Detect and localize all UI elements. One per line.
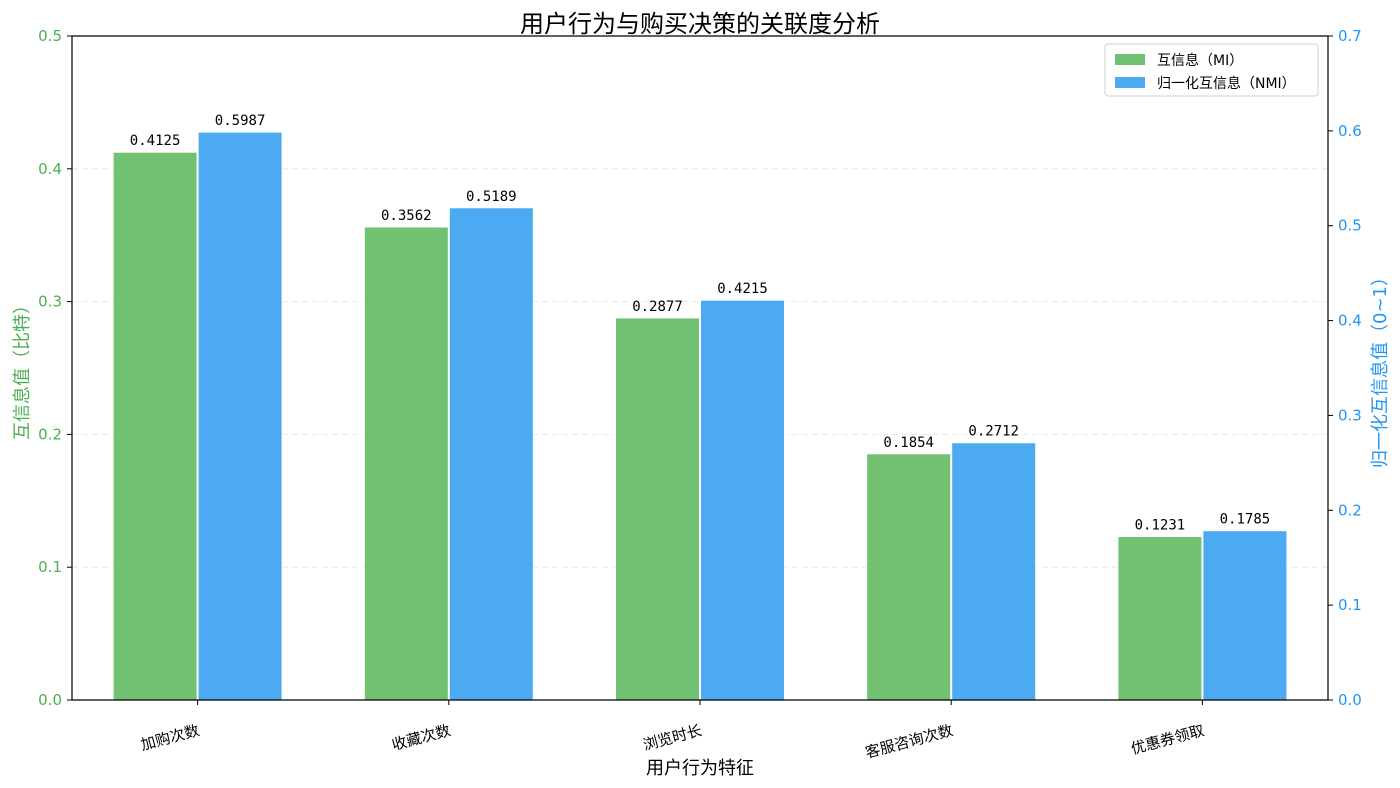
bar-mi (363, 226, 449, 701)
y-left-tick-label: 0.0 (38, 691, 62, 709)
bar-value-label: 0.5987 (215, 113, 266, 129)
y-left-tick-label: 0.5 (38, 27, 62, 45)
bar-value-label: 0.3562 (381, 208, 432, 224)
legend-label: 归一化互信息（NMI） (1157, 75, 1296, 92)
bar-nmi (197, 131, 283, 701)
y-right-tick-label: 0.7 (1338, 27, 1362, 45)
y-left-tick-label: 0.2 (38, 425, 62, 443)
bar-nmi (700, 299, 785, 701)
y-right-tick-label: 0.5 (1338, 217, 1362, 235)
legend-swatch (1115, 54, 1145, 65)
legend-swatch (1115, 77, 1145, 88)
bar-mi (1117, 536, 1203, 701)
y-right-tick-label: 0.2 (1338, 501, 1362, 519)
bar-nmi (951, 442, 1037, 701)
y-left-tick-label: 0.3 (38, 293, 62, 311)
x-tick-label: 浏览时长 (641, 721, 704, 754)
x-tick-label: 客服咨询次数 (863, 721, 955, 762)
x-tick-label: 加购次数 (139, 721, 202, 754)
bar-mi (615, 317, 700, 701)
bar-value-label: 0.1854 (883, 435, 934, 451)
y-right-tick-label: 0.3 (1338, 406, 1362, 424)
y-right-tick-label: 0.4 (1338, 312, 1362, 330)
bar-nmi (1202, 530, 1288, 701)
bar-mi (112, 151, 198, 701)
x-axis-title: 用户行为特征 (646, 758, 754, 779)
bar-value-label: 0.5189 (466, 189, 517, 205)
bar-mi (866, 453, 952, 701)
y-axis-left-title: 互信息值（比特） (12, 296, 33, 440)
y-right-tick-label: 0.6 (1338, 122, 1362, 140)
y-axis-right-title: 归一化互信息值（0~1） (1370, 268, 1391, 468)
bar-value-labels: 0.4125 0.5987 0.3562 0.5189 0.2877 0.4215 0.18… (130, 113, 1270, 533)
bar-value-label: 0.4215 (717, 281, 768, 297)
legend: 互信息（MI） 归一化互信息（NMI） (1104, 43, 1319, 97)
x-tick-label: 优惠券领取 (1129, 721, 1206, 758)
x-tick-label: 收藏次数 (390, 721, 453, 754)
y-right-tick-label: 0.0 (1338, 691, 1362, 709)
y-left-tick-label: 0.4 (38, 160, 62, 178)
bar-value-label: 0.4125 (130, 133, 181, 149)
legend-label: 互信息（MI） (1157, 52, 1243, 69)
bar-value-label: 0.1785 (1220, 512, 1271, 528)
bar-value-label: 0.1231 (1135, 518, 1186, 534)
y-left-tick-label: 0.1 (38, 558, 62, 576)
bar-value-label: 0.2877 (632, 299, 683, 315)
bars (112, 131, 1288, 701)
bar-value-label: 0.2712 (968, 424, 1019, 440)
bar-nmi (448, 207, 534, 701)
legend-box (1104, 43, 1319, 97)
chart-title: 用户行为与购买决策的关联度分析 (520, 10, 880, 38)
y-right-tick-label: 0.1 (1338, 596, 1362, 614)
